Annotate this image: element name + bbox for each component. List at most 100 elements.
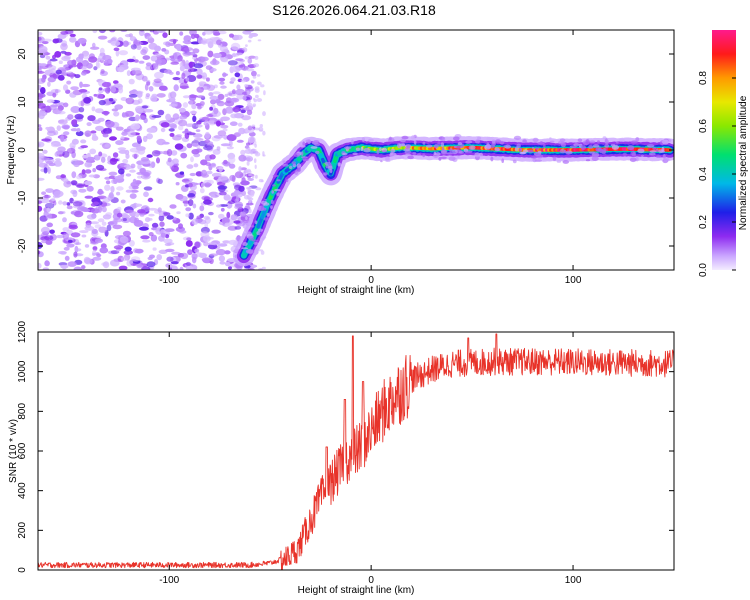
- noise-blob: [38, 45, 48, 53]
- noise-blob: [227, 60, 238, 66]
- noise-blob: [188, 94, 198, 98]
- ridge-band: [232, 136, 674, 267]
- noise-blob: [217, 130, 227, 137]
- noise-blob: [148, 232, 154, 237]
- noise-blob: [118, 265, 128, 270]
- noise-blob: [64, 255, 70, 261]
- ridge-halo-speck: [440, 149, 448, 155]
- noise-blob: [173, 84, 179, 92]
- ridge-halo-speck: [271, 190, 275, 194]
- noise-blob: [38, 112, 45, 120]
- ridge-halo-speck: [640, 154, 645, 157]
- noise-blob: [116, 212, 123, 218]
- noise-blob: [218, 77, 226, 82]
- noise-blob: [191, 149, 200, 155]
- ridge-halo-speck: [519, 151, 526, 155]
- noise-blob: [129, 193, 137, 199]
- noise-blob: [100, 156, 106, 163]
- noise-blob: [78, 107, 85, 113]
- noise-blob: [251, 148, 257, 152]
- noise-blob: [199, 188, 205, 194]
- noise-blob: [51, 197, 56, 202]
- y-tick-label: -20: [17, 238, 28, 253]
- noise-blob: [38, 177, 45, 181]
- ridge-halo-speck: [351, 139, 354, 145]
- noise-blob: [68, 224, 78, 230]
- noise-blob: [179, 31, 184, 36]
- noise-blob: [188, 182, 193, 188]
- noise-blob: [140, 49, 147, 56]
- noise-blob: [67, 114, 74, 120]
- noise-blob: [141, 105, 149, 109]
- noise-blob: [91, 106, 96, 112]
- noise-blob: [162, 32, 168, 38]
- noise-blob: [227, 200, 236, 204]
- noise-blob: [250, 190, 255, 197]
- noise-blob: [62, 102, 69, 108]
- noise-blob: [70, 189, 78, 195]
- noise-blob: [72, 201, 83, 207]
- noise-blob: [195, 129, 201, 133]
- noise-blob: [209, 154, 216, 160]
- noise-blob: [212, 30, 220, 34]
- noise-blob: [236, 84, 241, 90]
- noise-blob: [92, 30, 98, 34]
- noise-blob: [172, 77, 181, 81]
- noise-blob: [101, 221, 107, 226]
- noise-blob: [185, 77, 190, 82]
- noise-blob: [259, 129, 264, 132]
- noise-blob: [38, 162, 48, 168]
- noise-blob: [193, 163, 199, 168]
- ridge-halo-speck: [376, 149, 380, 155]
- noise-blob: [124, 34, 132, 38]
- noise-blob: [108, 171, 118, 176]
- noise-blob: [66, 80, 72, 85]
- ridge-halo-speck: [390, 148, 396, 153]
- noise-blob: [95, 164, 105, 171]
- noise-blob: [81, 265, 86, 270]
- ridge-halo-speck: [588, 144, 594, 149]
- noise-blob: [260, 250, 265, 255]
- ridge-halo-speck: [448, 156, 456, 161]
- noise-blob: [191, 103, 197, 110]
- noise-blob: [216, 204, 222, 208]
- noise-blob: [191, 142, 198, 147]
- noise-blob: [165, 41, 171, 47]
- noise-blob: [252, 103, 257, 107]
- noise-blob: [115, 126, 124, 131]
- noise-blob: [62, 217, 67, 223]
- ridge-halo-speck: [560, 142, 567, 148]
- noise-blob: [38, 141, 45, 148]
- noise-blob: [136, 264, 144, 269]
- noise-blob: [42, 149, 48, 154]
- noise-blob: [102, 197, 111, 203]
- colorbar-ticks: 0.0 0.2 0.4 0.6 0.8: [698, 71, 736, 277]
- noise-blob: [238, 127, 246, 135]
- ridge-halo-speck: [342, 157, 346, 161]
- noise-blob: [95, 125, 104, 132]
- noise-blob: [247, 39, 252, 43]
- noise-blob: [195, 103, 202, 107]
- noise-blob: [256, 98, 263, 102]
- noise-blob: [217, 243, 228, 247]
- x-tick-label: 100: [565, 275, 582, 286]
- noise-blob: [136, 135, 142, 142]
- ridge-halo-speck: [647, 144, 655, 148]
- noise-blob: [45, 188, 54, 194]
- noise-blob: [228, 239, 238, 246]
- noise-blob: [198, 252, 207, 259]
- noise-blob: [225, 261, 231, 267]
- noise-blob: [228, 92, 233, 96]
- colorbar-tick-label: 0.4: [698, 167, 709, 181]
- ridge-halo-speck: [294, 170, 299, 176]
- noise-blob: [153, 78, 162, 84]
- noise-blob: [38, 152, 45, 159]
- ridge-halo-speck: [474, 152, 481, 158]
- ridge-halo-speck: [412, 151, 417, 155]
- noise-blob: [108, 192, 114, 199]
- noise-blob: [178, 107, 186, 113]
- noise-blob: [71, 138, 79, 145]
- noise-blob: [218, 255, 225, 262]
- noise-blob: [251, 264, 257, 267]
- noise-blob: [79, 81, 83, 88]
